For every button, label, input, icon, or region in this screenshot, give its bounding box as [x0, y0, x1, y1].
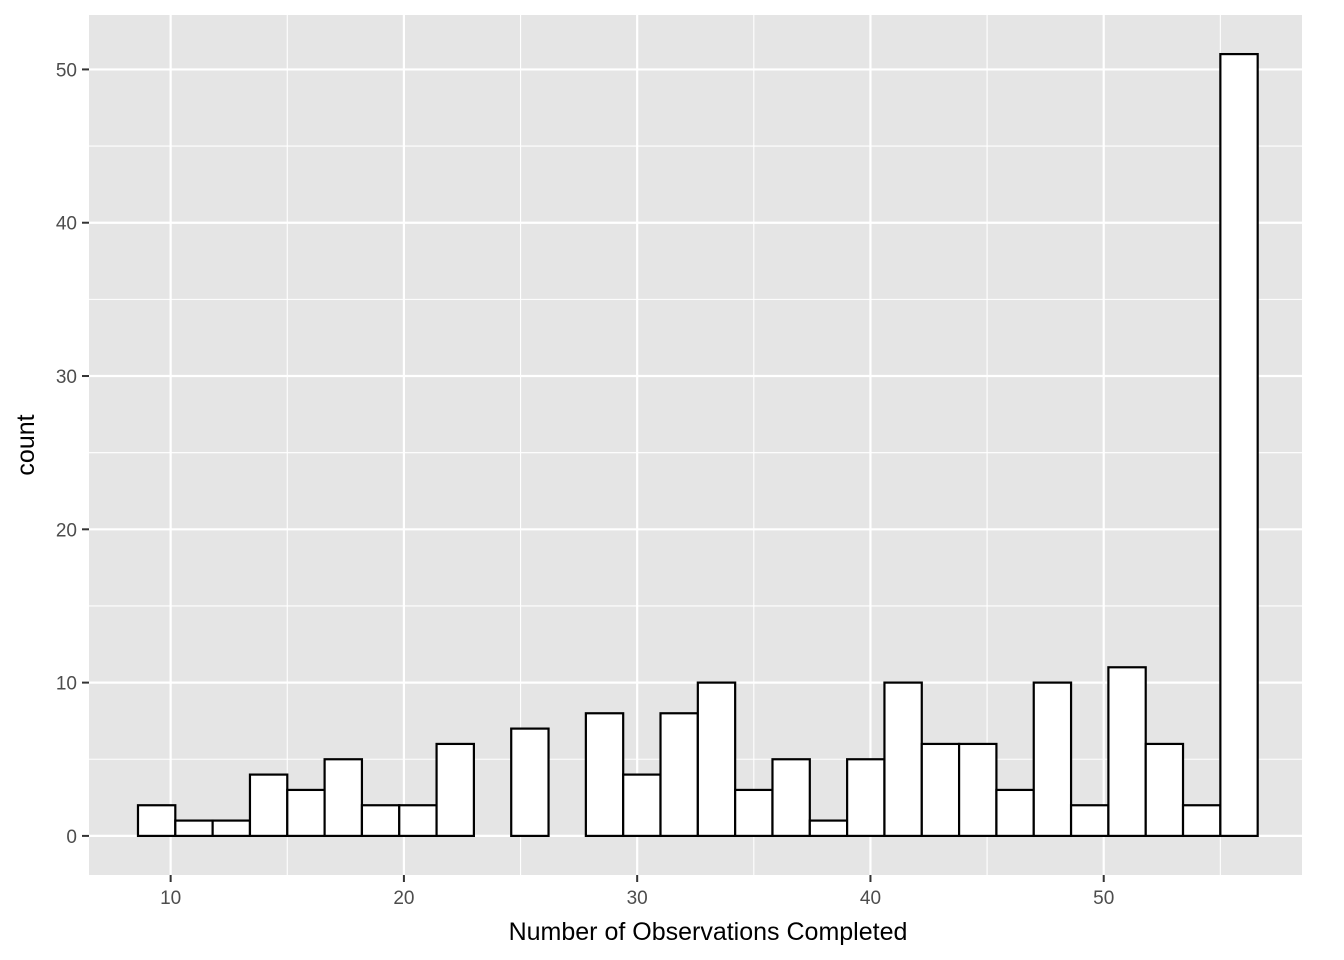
- histogram-bar: [808, 819, 849, 838]
- y-tick-label: 10: [56, 674, 77, 695]
- y-tick-label: 0: [66, 827, 77, 848]
- histogram-bar: [248, 773, 289, 838]
- histogram-bar: [1032, 681, 1073, 838]
- histogram-bar: [734, 788, 774, 838]
- histogram-bar: [696, 681, 737, 838]
- histogram-bar: [1107, 666, 1147, 838]
- histogram-bar: [920, 742, 961, 838]
- histogram-bar: [846, 758, 886, 838]
- histogram-bar: [1219, 52, 1259, 838]
- x-axis-title: Number of Observations Completed: [509, 918, 908, 946]
- histogram-bar: [1144, 742, 1185, 838]
- histogram-bar: [286, 788, 326, 838]
- x-tick-label: 40: [860, 888, 881, 909]
- x-tick-label: 30: [627, 888, 648, 909]
- histogram-bar: [659, 712, 699, 838]
- histogram-bar: [323, 758, 364, 838]
- histogram-bar: [1069, 804, 1110, 838]
- y-tick-label: 20: [56, 520, 77, 541]
- histogram-bar: [136, 804, 177, 838]
- x-tick-label: 20: [393, 888, 414, 909]
- histogram-bar: [957, 742, 998, 838]
- histogram-bar: [1181, 804, 1222, 838]
- histogram-bar: [510, 727, 550, 838]
- histogram-bars: [136, 52, 1259, 838]
- histogram-bar: [360, 804, 401, 838]
- histogram-bar: [398, 804, 438, 838]
- y-tick-label: 30: [56, 367, 77, 388]
- y-tick-label: 40: [56, 214, 77, 235]
- histogram-bar: [771, 758, 811, 838]
- y-axis: 0 10 20 30 40 50: [56, 60, 89, 848]
- histogram-bar: [435, 742, 475, 838]
- y-axis-title: count: [12, 414, 40, 475]
- x-axis: 10 20 30 40 50: [160, 875, 1114, 909]
- histogram-bar: [211, 819, 252, 838]
- x-tick-label: 50: [1093, 888, 1114, 909]
- histogram-bar: [622, 773, 662, 838]
- histogram-bar: [883, 681, 923, 838]
- histogram-bar: [174, 819, 214, 838]
- y-tick-label: 50: [56, 60, 77, 81]
- x-tick-label: 10: [160, 888, 181, 909]
- histogram-bar: [584, 712, 625, 838]
- histogram-bar: [995, 788, 1035, 838]
